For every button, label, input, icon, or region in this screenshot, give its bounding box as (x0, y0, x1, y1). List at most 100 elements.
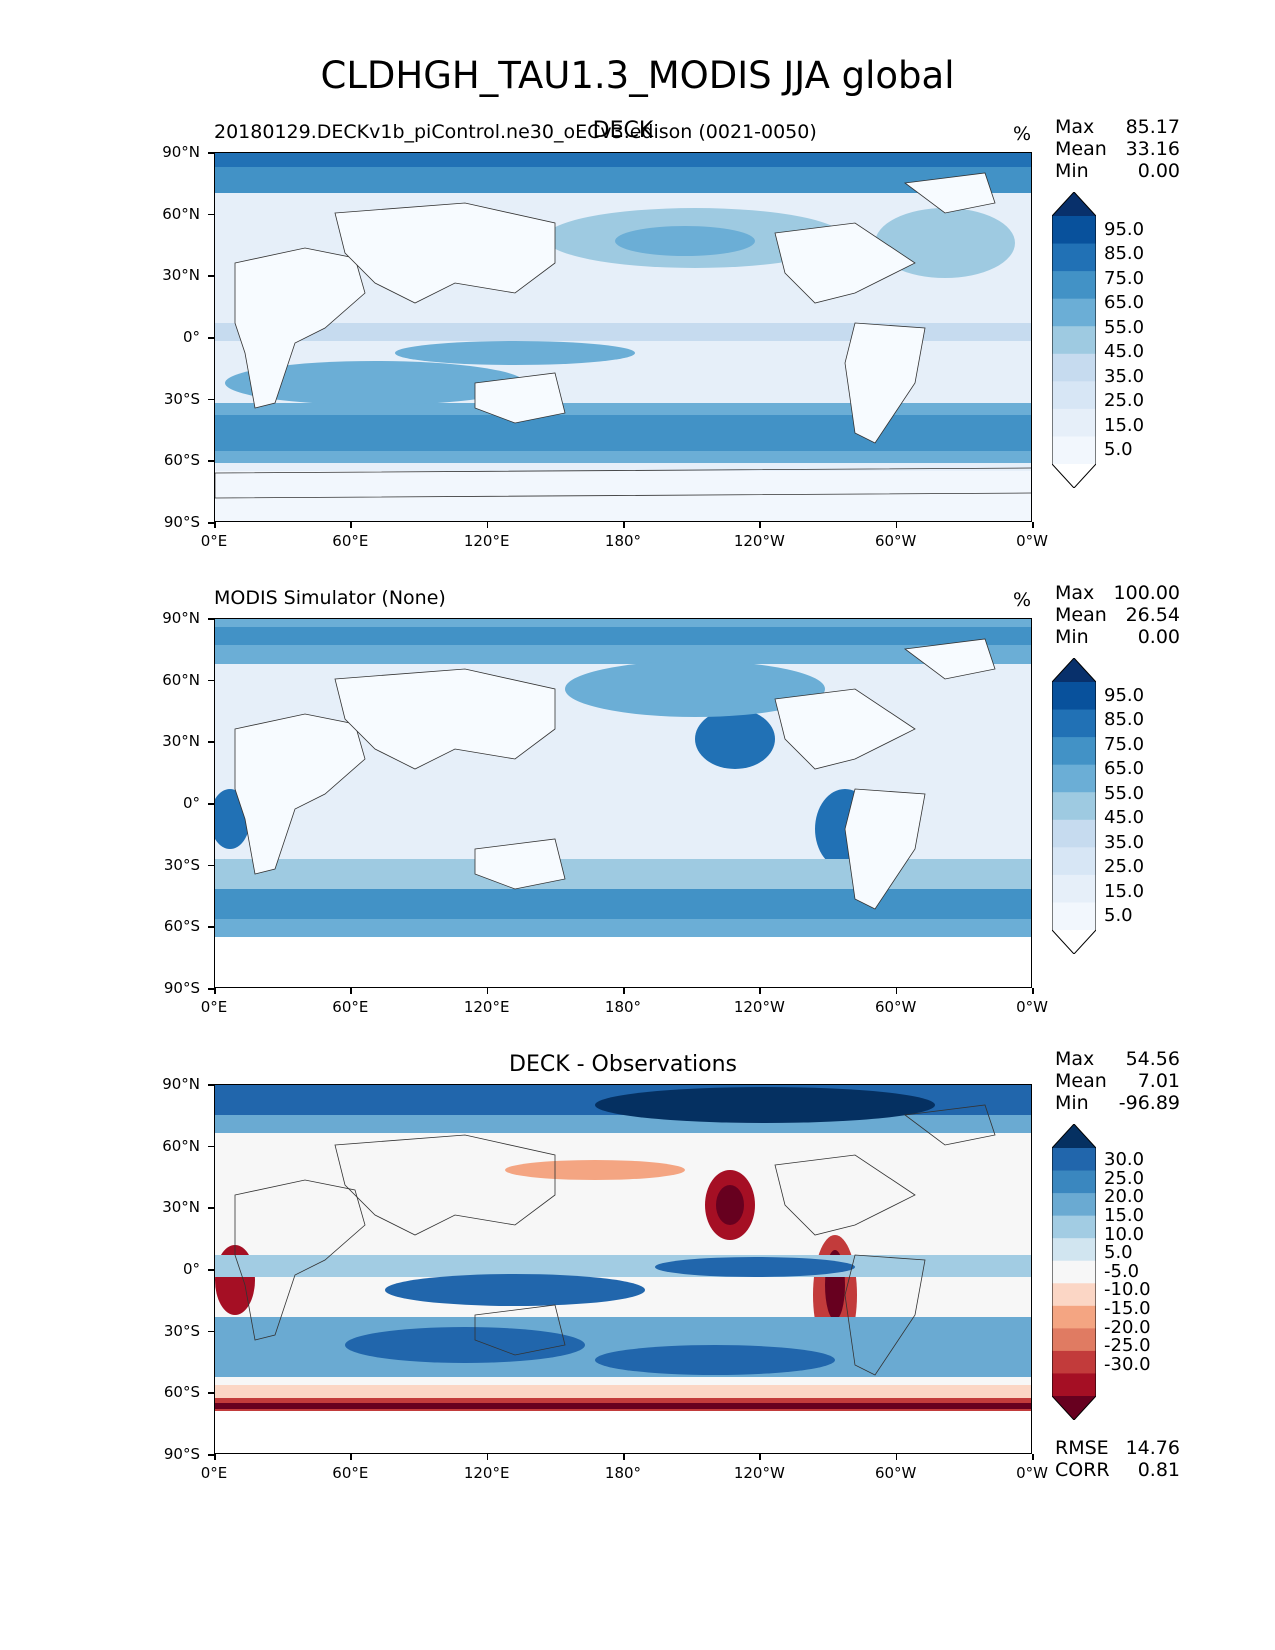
colorbar-swatch (1052, 1170, 1096, 1194)
stat-min-label: Min (1055, 160, 1089, 182)
colorbar-swatch (1052, 1328, 1096, 1352)
stat-min-value: 0.00 (1137, 160, 1180, 182)
stat-max-label: Max (1055, 116, 1095, 138)
lat-tick-label: 30°N (162, 1198, 200, 1217)
lon-tick-label: 60°W (874, 998, 917, 1016)
lat-tick-label: 90°S (163, 979, 200, 997)
lat-tick-label: 0° (182, 1260, 200, 1278)
colorbar-tick-label: 35.0 (1104, 365, 1145, 387)
map-observations (214, 618, 1032, 988)
colorbar-swatch (1052, 1260, 1096, 1284)
colorbar-swatch (1052, 1193, 1096, 1217)
lat-tick-label: 90°N (162, 143, 200, 161)
stat-mean-label: Mean (1055, 1070, 1107, 1092)
colorbar-swatch (1052, 819, 1096, 848)
lat-tick (208, 803, 214, 805)
lat-tick (208, 864, 214, 867)
lat-tick-label: 90°S (163, 1445, 200, 1463)
stat-max-value: 100.00 (1113, 582, 1180, 604)
lat-tick-label: 60°S (163, 1383, 200, 1402)
lon-tick (1032, 1454, 1034, 1460)
lat-tick (208, 213, 214, 216)
stat-max-value: 85.17 (1125, 116, 1180, 138)
stat-mean-label: Mean (1055, 138, 1107, 160)
lon-tick-label: 120°E (463, 998, 510, 1016)
colorbar-swatch (1052, 709, 1096, 738)
colorbar-swatch (1052, 298, 1096, 327)
colorbar-extend-bottom (1052, 1396, 1096, 1420)
colorbar-tick-label: 95.0 (1104, 685, 1145, 706)
colorbar-tick-label: 25.0 (1104, 1167, 1145, 1189)
colorbar-tick-label: 45.0 (1104, 807, 1145, 829)
colorbar-tick-label: -10.0 (1104, 1279, 1151, 1301)
figure-title: CLDHGH_TAU1.3_MODIS JJA global (320, 54, 955, 97)
rmse-label: RMSE (1055, 1437, 1109, 1459)
colorbar-tick-label: 25.0 (1104, 390, 1145, 412)
lat-tick (208, 398, 214, 401)
lon-tick (759, 988, 761, 994)
colorbar-swatch (1052, 1148, 1096, 1172)
colorbar-tick-label: 15.0 (1104, 1204, 1145, 1226)
lon-tick-label: 60°E (332, 998, 369, 1016)
colorbar-swatch (1052, 764, 1096, 793)
colorbar-tick-label: 85.0 (1104, 709, 1145, 731)
colorbar-tick-label: 85.0 (1104, 243, 1145, 265)
lon-tick-label: 180° (604, 998, 642, 1016)
lat-tick-label: 0° (182, 794, 200, 812)
colorbar (1052, 1124, 1096, 1420)
colorbar-swatch (1052, 408, 1096, 437)
stat-mean-value: 7.01 (1137, 1070, 1180, 1092)
lon-tick-label: 180° (604, 532, 642, 550)
colorbar-tick-label: 35.0 (1104, 831, 1145, 853)
lat-tick (208, 1269, 214, 1271)
lon-tick (895, 988, 898, 994)
colorbar-tick-label: 5.0 (1104, 439, 1133, 460)
lon-tick (895, 522, 898, 528)
stat-max-value: 54.56 (1125, 1048, 1180, 1070)
lon-tick (623, 1454, 625, 1460)
lon-tick (214, 522, 216, 528)
units-label: % (1012, 589, 1031, 611)
colorbar-extend-top (1052, 1124, 1096, 1148)
lon-tick (623, 988, 625, 994)
lat-tick (208, 926, 214, 928)
stat-mean-value: 33.16 (1125, 138, 1180, 160)
lon-tick (214, 1454, 216, 1460)
lat-tick (208, 1392, 214, 1394)
colorbar-swatch (1052, 1215, 1096, 1239)
colorbar-tick-label: 55.0 (1104, 782, 1145, 804)
lon-tick-label: 0°E (200, 1464, 228, 1482)
map-field-svg (215, 619, 1031, 987)
colorbar-swatch (1052, 436, 1096, 465)
colorbar-extend-top (1052, 192, 1096, 216)
colorbar-swatch (1052, 381, 1096, 410)
lat-tick-label: 60°S (163, 917, 200, 936)
lat-tick (208, 679, 214, 682)
colorbar-tick-label: -20.0 (1104, 1316, 1151, 1338)
lat-tick-label: 30°S (163, 855, 200, 874)
lat-tick-label: 30°S (163, 389, 200, 408)
lat-tick-label: 90°N (162, 609, 200, 627)
colorbar-swatch (1052, 326, 1096, 355)
corr-label: CORR (1055, 1459, 1110, 1481)
colorbar-swatch (1052, 1373, 1096, 1397)
units-label: % (1012, 123, 1031, 145)
lat-tick-label: 30°N (162, 732, 200, 751)
colorbar-swatch (1052, 792, 1096, 821)
colorbar-tick-label: 25.0 (1104, 856, 1145, 878)
colorbar-tick-label: -5.0 (1104, 1260, 1140, 1282)
colorbar (1052, 192, 1096, 488)
colorbar-tick-label: -25.0 (1104, 1335, 1151, 1357)
colorbar-tick-label: 45.0 (1104, 341, 1145, 363)
colorbar-tick-label: 65.0 (1104, 758, 1145, 780)
lon-tick-label: 0°W (1016, 1464, 1048, 1482)
colorbar-swatch (1052, 902, 1096, 931)
lat-tick-label: 60°S (163, 451, 200, 470)
colorbar-extend-bottom (1052, 464, 1096, 488)
colorbar-swatch (1052, 353, 1096, 382)
lat-tick (208, 337, 214, 339)
lat-tick (208, 618, 214, 620)
lon-tick (759, 1454, 761, 1460)
stats-block: Max 54.56 Mean 7.01 Min -96.89 (1055, 1048, 1180, 1114)
stat-max-label: Max (1055, 582, 1095, 604)
